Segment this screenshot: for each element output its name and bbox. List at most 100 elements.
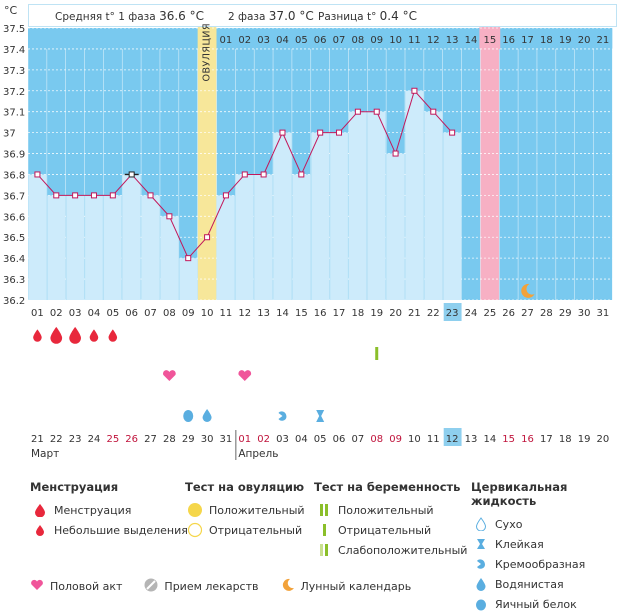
y-tick-label: 36.9 bbox=[3, 150, 25, 161]
date-label: 07 bbox=[352, 434, 365, 445]
temperature-point bbox=[185, 255, 192, 262]
legend-item: Положительный bbox=[209, 503, 305, 517]
temp-bar bbox=[443, 132, 462, 300]
y-tick-label: 37.1 bbox=[3, 108, 25, 119]
legend-item: Водянистая bbox=[495, 577, 564, 591]
drop-icon bbox=[30, 503, 50, 517]
cycle-day-label: 12 bbox=[238, 308, 251, 319]
diff-label: Разница t° bbox=[318, 11, 377, 23]
phase1-info: Средняя t° 1 фаза 36.6 °C bbox=[55, 9, 204, 23]
top-day-label: 05 bbox=[295, 35, 308, 46]
date-label: 30 bbox=[201, 434, 214, 445]
today-date-highlight bbox=[443, 428, 462, 446]
date-label: 25 bbox=[106, 434, 119, 445]
temperature-point bbox=[449, 129, 456, 136]
heart-icon bbox=[163, 370, 176, 381]
temp-bar bbox=[424, 111, 443, 300]
month-label: Март bbox=[31, 448, 59, 460]
creamy-icon bbox=[278, 411, 287, 421]
negative-circle-icon bbox=[185, 522, 205, 538]
date-label: 31 bbox=[220, 434, 233, 445]
header-bar bbox=[28, 4, 617, 27]
top-day-label: 16 bbox=[502, 35, 515, 46]
date-label: 11 bbox=[427, 434, 440, 445]
dry-drop-icon bbox=[471, 517, 491, 531]
top-day-label: 02 bbox=[238, 35, 251, 46]
temp-unit-label: °C bbox=[4, 4, 18, 17]
diff-info: Разница t° 0.4 °C bbox=[318, 9, 417, 23]
cycle-day-label: 27 bbox=[521, 308, 534, 319]
y-tick-label: 36.5 bbox=[3, 233, 25, 244]
temp-bar bbox=[273, 132, 292, 300]
legend-row: Отрицательный bbox=[185, 520, 305, 540]
temp-bar bbox=[405, 90, 424, 301]
temperature-point bbox=[53, 192, 60, 199]
y-tick-label: 37.3 bbox=[3, 66, 25, 77]
cycle-day-label: 16 bbox=[314, 308, 327, 319]
watery-drop-icon bbox=[202, 409, 212, 422]
top-day-label: 19 bbox=[559, 35, 572, 46]
legend-row: Положительный bbox=[314, 500, 467, 520]
date-label: 23 bbox=[69, 434, 82, 445]
legend-lunar: Лунный календарь bbox=[281, 578, 411, 595]
top-day-label: 20 bbox=[578, 35, 591, 46]
legend-cervical-title: Цервикальная жидкость bbox=[471, 480, 568, 508]
today-cycle-highlight bbox=[443, 303, 462, 321]
y-tick-label: 36.4 bbox=[3, 254, 25, 265]
sticky-icon bbox=[471, 537, 491, 551]
cycle-day-label: 01 bbox=[31, 308, 44, 319]
cycle-day-label: 31 bbox=[597, 308, 610, 319]
date-label: 17 bbox=[540, 434, 553, 445]
date-label: 19 bbox=[578, 434, 591, 445]
phase2-value: 37.0 °C bbox=[268, 9, 314, 23]
legend-item: Небольшие выделения bbox=[54, 523, 188, 537]
date-label: 26 bbox=[125, 434, 138, 445]
legend-row: Водянистая bbox=[471, 574, 626, 594]
date-label: 27 bbox=[144, 434, 157, 445]
legend-item: Положительный bbox=[338, 503, 434, 517]
temp-bar bbox=[122, 174, 141, 300]
temp-bar bbox=[179, 258, 198, 300]
ovulation-vertical-label: ОВУЛЯЦИЯ bbox=[201, 22, 213, 82]
cycle-day-label: 07 bbox=[144, 308, 157, 319]
legend-item: Клейкая bbox=[495, 537, 544, 551]
y-tick-label: 36.3 bbox=[3, 275, 25, 286]
legend-item: Прием лекарств bbox=[164, 580, 259, 593]
temp-bar bbox=[386, 153, 405, 300]
top-day-label: 12 bbox=[427, 35, 440, 46]
temperature-point bbox=[147, 192, 154, 199]
creamy-icon bbox=[471, 557, 491, 571]
cycle-day-label: 09 bbox=[182, 308, 195, 319]
temperature-point bbox=[430, 108, 437, 115]
date-label: 16 bbox=[521, 434, 534, 445]
cycle-day-label: 18 bbox=[352, 308, 365, 319]
temperature-point bbox=[373, 108, 380, 115]
top-day-label: 21 bbox=[597, 35, 610, 46]
bbt-chart: 36.2 36.3 36.4 36.5 36.6 36.7 36.8 36.9 37 37.1 37… bbox=[3, 5, 613, 460]
top-day-label: 13 bbox=[446, 35, 459, 46]
moon-icon bbox=[521, 283, 535, 298]
cycle-day-label: 30 bbox=[578, 308, 591, 319]
legend-item: Половой акт bbox=[50, 580, 123, 593]
top-day-label: 09 bbox=[370, 35, 383, 46]
legend-ovulation-title: Тест на овуляцию bbox=[185, 480, 305, 494]
legend-item: Кремообразная bbox=[495, 557, 586, 571]
temperature-point bbox=[392, 150, 399, 157]
menstruation-drop-icon bbox=[33, 329, 42, 342]
temperature-point bbox=[204, 234, 211, 241]
y-tick-label: 37 bbox=[3, 129, 16, 140]
negative-test-icon bbox=[314, 523, 334, 537]
cycle-day-label: 03 bbox=[69, 308, 82, 319]
egg-white-icon bbox=[183, 410, 194, 422]
top-day-label: 03 bbox=[257, 35, 270, 46]
cycle-day-label: 29 bbox=[559, 308, 572, 319]
temperature-point bbox=[241, 171, 248, 178]
legend-row: Положительный bbox=[185, 500, 305, 520]
temperature-point bbox=[222, 192, 229, 199]
phase1-value: 36.6 °C bbox=[159, 9, 204, 23]
temp-bar bbox=[28, 174, 47, 300]
expected-period-column bbox=[480, 28, 500, 300]
cycle-day-label: 10 bbox=[201, 308, 214, 319]
legend-item: Отрицательный bbox=[338, 523, 432, 537]
date-label: 20 bbox=[597, 434, 610, 445]
